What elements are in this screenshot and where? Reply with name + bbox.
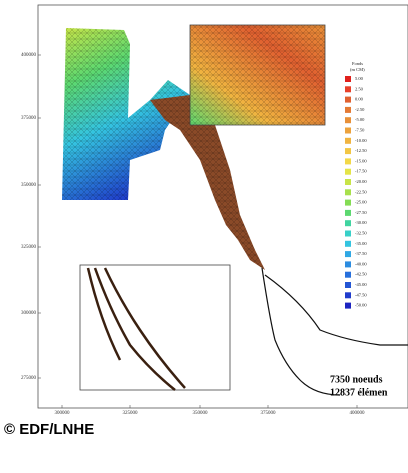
legend-swatch (345, 230, 351, 237)
legend-label: -47.50 (355, 292, 367, 297)
node-count: 7350 noeuds (330, 374, 383, 385)
legend-label: -27.50 (355, 210, 367, 215)
legend-label: -30.00 (355, 220, 367, 225)
legend-swatch (345, 117, 351, 124)
legend-label: -50.00 (355, 303, 367, 308)
legend-swatch (345, 282, 351, 288)
legend-label: -40.00 (355, 261, 367, 266)
legend-unit: (m CM) (350, 67, 365, 72)
legend-label: -5.00 (355, 117, 365, 122)
x-tick-label: 400000 (350, 411, 366, 416)
legend-label: -15.00 (355, 158, 367, 163)
legend-label: -12.50 (355, 148, 367, 153)
legend-swatch (345, 251, 351, 258)
legend-label: -17.50 (355, 169, 367, 174)
legend-swatch (345, 189, 351, 196)
legend-label: -42.50 (355, 272, 367, 277)
legend-swatch (345, 240, 351, 247)
x-tick-label: 300000 (55, 411, 71, 416)
legend-label: -32.50 (355, 231, 367, 236)
legend-swatch (345, 209, 351, 216)
frame (37, 4, 408, 409)
y-tick-label: 275000 (21, 376, 37, 381)
legend-label: -20.00 (355, 179, 367, 184)
x-tick-label: 350000 (193, 411, 209, 416)
legend-label: -25.00 (355, 200, 367, 205)
legend-label: 0.00 (355, 97, 364, 102)
element-count: 12837 élémen (330, 387, 388, 398)
y-tick-label: 350000 (21, 183, 37, 188)
legend-swatch (345, 292, 351, 299)
legend-swatch (345, 168, 351, 175)
legend-swatch (345, 302, 351, 309)
legend-label: -7.50 (355, 128, 365, 133)
legend-label: -45.00 (355, 282, 367, 287)
legend-swatch (345, 179, 351, 185)
legend-label: 5.00 (355, 76, 364, 81)
legend-swatch (345, 96, 351, 103)
legend-swatch (345, 220, 351, 227)
mesh-map (62, 24, 408, 396)
legend-label: -22.50 (355, 189, 367, 194)
y-tick-label: 325000 (21, 245, 37, 250)
legend-swatch (345, 261, 351, 268)
legend-swatch (345, 199, 351, 206)
legend-swatch (345, 76, 351, 82)
legend-swatch (345, 86, 351, 93)
legend-label: 2.50 (355, 86, 364, 91)
legend-swatch (345, 271, 351, 278)
credit: © EDF/LNHE (4, 421, 94, 438)
y-tick-label: 375000 (21, 116, 37, 121)
legend-swatch (345, 106, 351, 113)
legend-label: -37.50 (355, 251, 367, 256)
x-tick-label: 325000 (123, 411, 139, 416)
legend-label: -2.50 (355, 107, 365, 112)
legend-label: -10.00 (355, 138, 367, 143)
x-tick-label: 375000 (261, 411, 277, 416)
legend-swatch (345, 148, 351, 155)
legend-title: Fonds (352, 61, 363, 66)
legend-swatch (345, 158, 351, 165)
y-tick-label: 300000 (21, 311, 37, 316)
y-tick-label: 400000 (21, 53, 37, 58)
legend-swatch (345, 127, 351, 134)
legend-swatch (345, 137, 351, 144)
legend-label: -35.00 (355, 241, 367, 246)
